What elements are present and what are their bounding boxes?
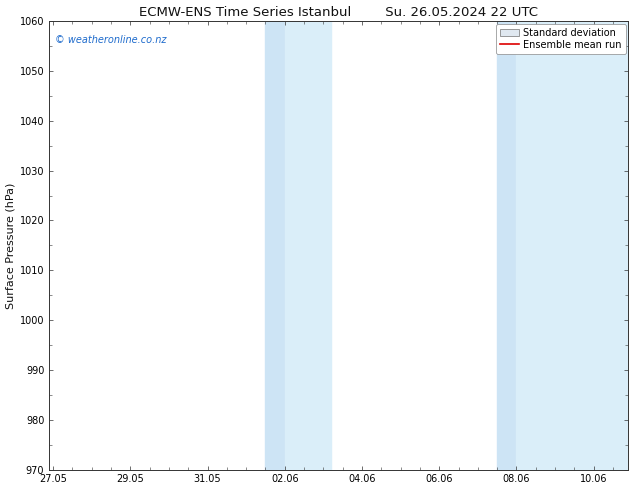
- Bar: [517, 21, 628, 469]
- Legend: Standard deviation, Ensemble mean run: Standard deviation, Ensemble mean run: [496, 24, 626, 54]
- Bar: [266, 21, 285, 469]
- Y-axis label: Surface Pressure (hPa): Surface Pressure (hPa): [6, 182, 16, 309]
- Text: © weatheronline.co.nz: © weatheronline.co.nz: [55, 35, 167, 45]
- Title: ECMW-ENS Time Series Istanbul        Su. 26.05.2024 22 UTC: ECMW-ENS Time Series Istanbul Su. 26.05.…: [139, 5, 538, 19]
- Bar: [497, 21, 517, 469]
- Bar: [285, 21, 331, 469]
